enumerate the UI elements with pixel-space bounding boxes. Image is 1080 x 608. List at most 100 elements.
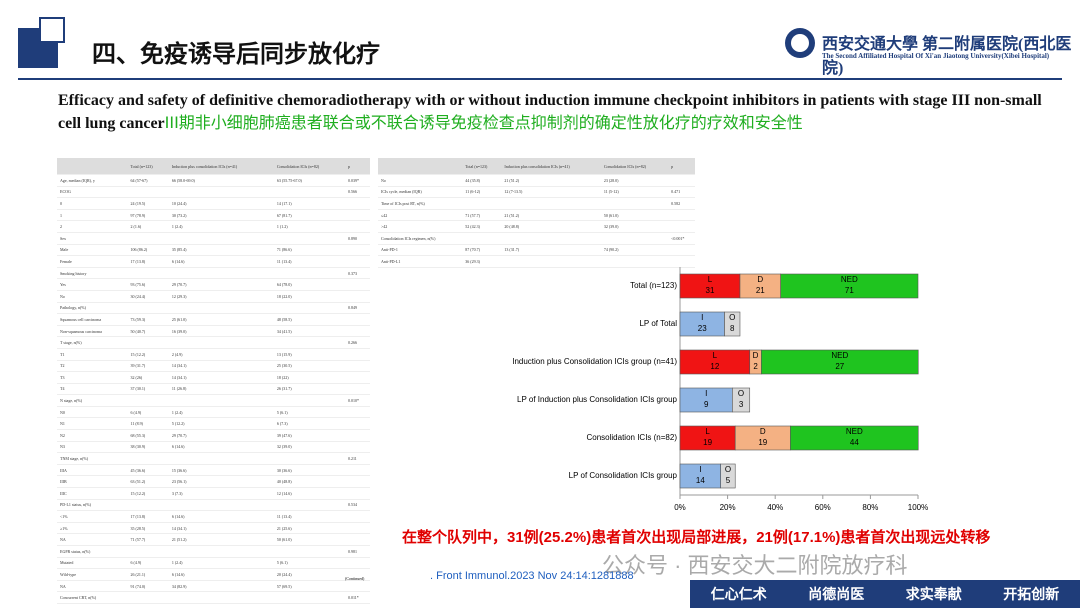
table-cell: 0.373: [344, 267, 370, 280]
table-cell: [344, 371, 370, 384]
y-tick-label: Consolidation ICIs (n=82): [587, 433, 678, 442]
table-row: T2 39 (31.7) 14 (34.1) 25 (30.5): [57, 360, 370, 373]
table-cell: Anti-PD-1: [378, 244, 463, 257]
segment-count: 27: [835, 362, 844, 371]
table-row: ICIs cycle, median (IQR) 11 (6-12) 12 (7-1…: [378, 186, 695, 199]
table-cell: Age, median (IQR), y: [57, 174, 128, 187]
table-cell: [168, 186, 274, 199]
table-cell: [344, 290, 370, 303]
table-cell: 25 (30.5): [273, 360, 345, 373]
table-cell: [668, 174, 695, 187]
table-cell: 1 (2.4): [168, 557, 274, 570]
segment-count: 21: [756, 286, 765, 295]
header-cell: p: [344, 158, 370, 175]
table-cell: 12 (7-13.5): [501, 186, 601, 199]
table-cell: [127, 591, 169, 604]
table-row: Mutated 6 (4.9) 1 (2.4) 5 (6.1): [57, 557, 370, 570]
header-cell: Consolidation ICIs (n=82): [600, 158, 669, 175]
table-cell: Yes: [57, 278, 128, 291]
table-row: N2 68 (55.3) 29 (70.7) 39 (47.6): [57, 429, 370, 442]
table-row: T3 32 (26) 14 (34.1) 18 (22): [57, 371, 370, 384]
y-tick-label: LP of Total: [639, 319, 677, 328]
table-cell: [344, 417, 370, 431]
table-cell: Yes: [57, 603, 128, 608]
segment-count: 8: [730, 324, 735, 333]
footer-motto: 开拓创新: [1003, 587, 1060, 603]
table-row: ECOG 0.566: [57, 186, 370, 199]
table-cell: [344, 429, 370, 442]
table-cell: [127, 452, 169, 465]
table-cell: NA: [57, 533, 128, 546]
table-cell: T4: [57, 383, 128, 396]
table-cell: [273, 336, 345, 349]
table-cell: [273, 186, 345, 199]
slide-title: 四、免疫诱导后同步放化疗: [92, 41, 380, 68]
table-cell: 12 (29.3): [168, 290, 274, 303]
table-cell: 44 (35.8): [462, 174, 502, 187]
table-cell: [344, 557, 370, 570]
table-cell: 0.566: [344, 186, 370, 199]
table-cell: 0.849: [344, 302, 370, 315]
table-header: Total (n=123) Induction plus consolidatio…: [57, 158, 370, 175]
bar-segment: [790, 425, 919, 451]
header-cell: [378, 158, 463, 175]
table-cell: 34 (41.5): [273, 325, 345, 338]
table-cell: [273, 394, 345, 407]
table-cell: [344, 568, 370, 581]
table-row: Yes 93 (75.6) 29 (70.7) 64 (78.0): [57, 278, 370, 291]
bar-segment: [732, 387, 751, 413]
table-cell: 6 (4.9): [127, 406, 169, 419]
segment-name: D: [760, 427, 766, 436]
table-cell: T2: [57, 360, 128, 373]
table-cell: 32 (26): [127, 371, 169, 384]
table-cell: 35 (28.5): [127, 522, 169, 535]
segment-name: O: [729, 313, 735, 322]
table-row: 0 24 (19.5) 10 (24.4) 14 (17.1): [57, 197, 370, 210]
table-cell: [168, 591, 274, 604]
table-cell: [168, 394, 274, 407]
table-cell: 93 (75.6): [127, 278, 169, 291]
segment-count: 9: [704, 400, 709, 409]
table-cell: T stage, n(%): [57, 336, 128, 349]
table-cell: IIIB: [57, 475, 128, 489]
header-row: Total (n=123) Induction plus consolidatio…: [378, 158, 695, 175]
table-row: Time of ICIs post RT, n(%) 0.582: [378, 197, 695, 210]
table-cell: [127, 499, 169, 512]
table-cell: [344, 255, 370, 268]
table-cell: 25 (61.0): [168, 313, 274, 326]
table-cell: T3: [57, 371, 128, 384]
bar-segment: [679, 311, 725, 337]
bar-segment: [679, 349, 751, 375]
table-cell: [344, 325, 370, 338]
table-cell: [501, 255, 601, 268]
table-cell: [344, 475, 370, 489]
table-row: Wild-type 26 (21.1) 6 (14.6) 20 (24.4): [57, 568, 370, 581]
table-cell: 0.010*: [344, 394, 370, 407]
logo-inner: [791, 34, 809, 52]
table-row: IIIA 45 (36.6) 15 (36.6) 30 (36.6): [57, 464, 370, 477]
table-cell: 0.039*: [344, 174, 370, 187]
table-cell: 37 (30.1): [127, 383, 169, 396]
table-cell: 24 (19.5): [127, 197, 169, 210]
table-cell: ≤42: [378, 209, 463, 222]
table-row: Consolidation ICIs regimen, n(%) <0.001*: [378, 232, 695, 245]
table-body: Age, median (IQR), y 64 (57-67) 66 (58.0-6…: [57, 174, 370, 608]
table-cell: Smoking history: [57, 267, 128, 280]
table-cell: [501, 197, 601, 210]
table-row: No 44 (35.8) 21 (51.2) 23 (28.0): [378, 174, 695, 187]
table-row: IIIB 63 (51.2) 23 (56.1) 40 (48.8): [57, 475, 370, 489]
hospital-en: The Second Affiliated Hospital Of Xi'an …: [822, 52, 1050, 60]
table-cell: [668, 255, 695, 268]
table-cell: 0.890: [344, 232, 370, 245]
table-cell: 74 (90.2): [600, 244, 669, 257]
table-cell: No: [378, 174, 463, 187]
table-row: Anti-PD-1 87 (70.7) 13 (31.7) 74 (90.2): [378, 244, 695, 257]
table-cell: 34 (82.9): [168, 580, 274, 593]
table-cell: [168, 452, 274, 465]
table-cell: [501, 232, 601, 245]
table-cell: 23 (56.1): [168, 475, 274, 489]
segment-count: 2: [753, 362, 758, 371]
bar-segment: [780, 273, 919, 299]
table-cell: N2: [57, 429, 128, 442]
table-cell: ECOG: [57, 186, 128, 199]
